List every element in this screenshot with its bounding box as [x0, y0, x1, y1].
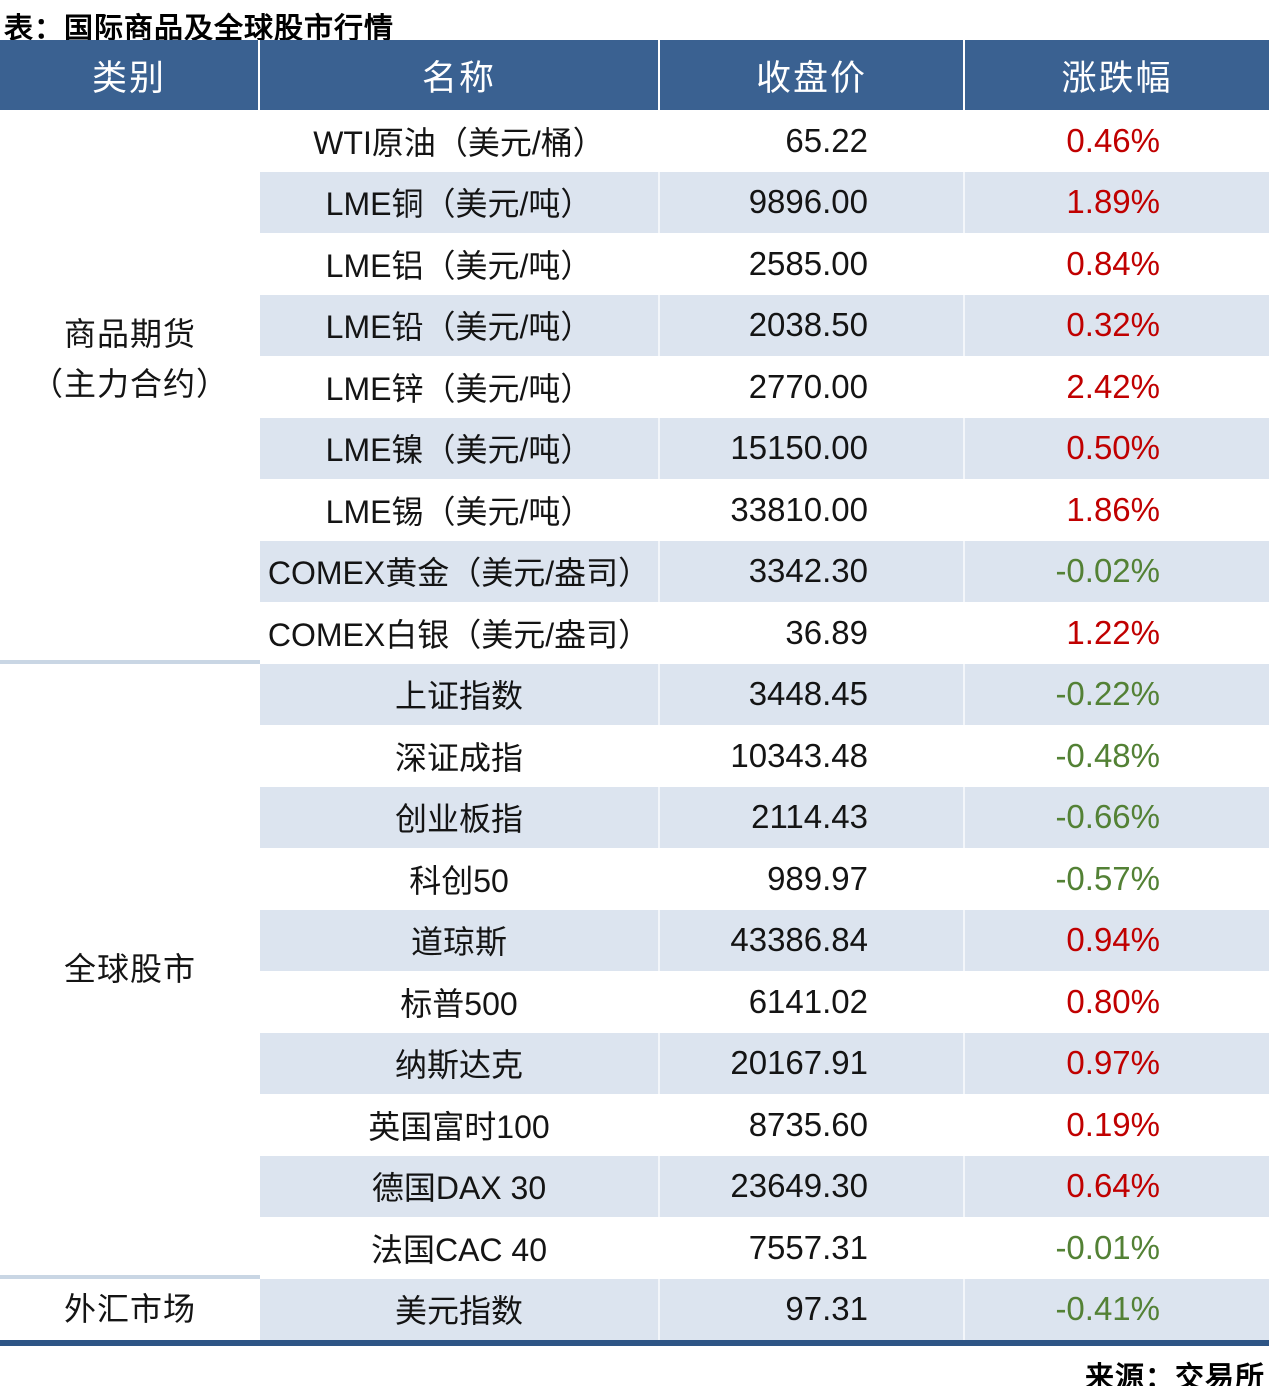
- name-cell: 英国富时100: [260, 1094, 660, 1156]
- close-cell: 97.31: [660, 1278, 965, 1340]
- change-cell: 0.32%: [965, 294, 1269, 356]
- change-cell: 0.94%: [965, 909, 1269, 971]
- category-cell: 全球股市: [0, 663, 260, 1279]
- close-cell: 2585.00: [660, 233, 965, 295]
- name-cell: 科创50: [260, 848, 660, 910]
- name-cell: LME铝（美元/吨）: [260, 233, 660, 295]
- change-cell: 0.80%: [1066, 982, 1160, 1020]
- change-cell: 0.46%: [1066, 121, 1160, 159]
- category-line: 商品期货: [63, 315, 196, 352]
- change-cell: 0.97%: [965, 1032, 1269, 1094]
- close-cell: 2770.00: [660, 356, 965, 418]
- name-cell: LME锌（美元/吨）: [260, 356, 660, 418]
- change-cell: 1.86%: [1066, 490, 1160, 528]
- category-cell: 商品期货 （主力合约）: [0, 110, 260, 664]
- close-cell: 2114.43: [660, 786, 965, 848]
- close-cell: 20167.91: [660, 1032, 965, 1094]
- name-cell: 法国CAC 40: [260, 1217, 660, 1279]
- name-cell: LME铅（美元/吨）: [260, 294, 660, 356]
- col-header-category: 类别: [0, 40, 260, 110]
- name-cell: COMEX黄金（美元/盎司）: [260, 540, 660, 602]
- change-cell: -0.41%: [965, 1278, 1269, 1340]
- source-note: 来源：交易所: [1084, 1362, 1265, 1386]
- change-cell: 0.19%: [1066, 1105, 1160, 1143]
- name-cell: 纳斯达克: [260, 1032, 660, 1094]
- close-cell: 3448.45: [660, 663, 965, 725]
- change-cell: 1.22%: [1066, 613, 1160, 651]
- name-cell: 上证指数: [260, 663, 660, 725]
- close-cell: 33810.00: [660, 479, 965, 541]
- name-cell: WTI原油（美元/桶）: [260, 110, 660, 172]
- close-cell: 9896.00: [660, 171, 965, 233]
- close-cell: 7557.31: [660, 1217, 965, 1279]
- name-cell: COMEX白银（美元/盎司）: [260, 602, 660, 664]
- col-header-name: 名称: [260, 40, 660, 110]
- close-cell: 3342.30: [660, 540, 965, 602]
- category-line: 全球股市: [63, 951, 196, 987]
- name-cell: LME镍（美元/吨）: [260, 417, 660, 479]
- close-cell: 15150.00: [660, 417, 965, 479]
- close-cell: 989.97: [660, 848, 965, 910]
- change-cell: -0.01%: [1055, 1228, 1160, 1266]
- change-cell: 0.64%: [965, 1155, 1269, 1217]
- table-title: 表：国际商品及全球股市行情: [4, 13, 395, 45]
- name-cell: 深证成指: [260, 725, 660, 787]
- name-cell: 美元指数: [260, 1278, 660, 1340]
- change-cell: 0.50%: [965, 417, 1269, 479]
- col-header-close: 收盘价: [660, 40, 965, 110]
- close-cell: 65.22: [660, 110, 965, 172]
- change-cell: 0.84%: [1066, 244, 1160, 282]
- market-table: 类别 名称 收盘价 涨跌幅 商品期货 （主力合约） WTI原油（美元/桶） 65.22…: [0, 40, 1269, 1340]
- name-cell: LME铜（美元/吨）: [260, 171, 660, 233]
- change-cell: -0.66%: [965, 786, 1269, 848]
- change-cell: 2.42%: [1066, 367, 1160, 405]
- close-cell: 10343.48: [660, 725, 965, 787]
- bottom-rule: [0, 1340, 1269, 1346]
- change-cell: -0.02%: [965, 540, 1269, 602]
- name-cell: LME锡（美元/吨）: [260, 479, 660, 541]
- change-cell: -0.48%: [1055, 736, 1160, 774]
- category-cell: 外汇市场: [0, 1278, 260, 1340]
- change-cell: -0.57%: [1055, 859, 1160, 897]
- category-line: 外汇市场: [63, 1291, 196, 1328]
- change-cell: -0.22%: [965, 663, 1269, 725]
- close-cell: 8735.60: [660, 1094, 965, 1156]
- category-line: （主力合约）: [30, 365, 229, 402]
- name-cell: 德国DAX 30: [260, 1155, 660, 1217]
- name-cell: 道琼斯: [260, 909, 660, 971]
- close-cell: 43386.84: [660, 909, 965, 971]
- name-cell: 创业板指: [260, 786, 660, 848]
- change-cell: 1.89%: [965, 171, 1269, 233]
- name-cell: 标普500: [260, 971, 660, 1033]
- close-cell: 6141.02: [660, 971, 965, 1033]
- close-cell: 2038.50: [660, 294, 965, 356]
- close-cell: 23649.30: [660, 1155, 965, 1217]
- close-cell: 36.89: [660, 602, 965, 664]
- col-header-change: 涨跌幅: [965, 40, 1269, 110]
